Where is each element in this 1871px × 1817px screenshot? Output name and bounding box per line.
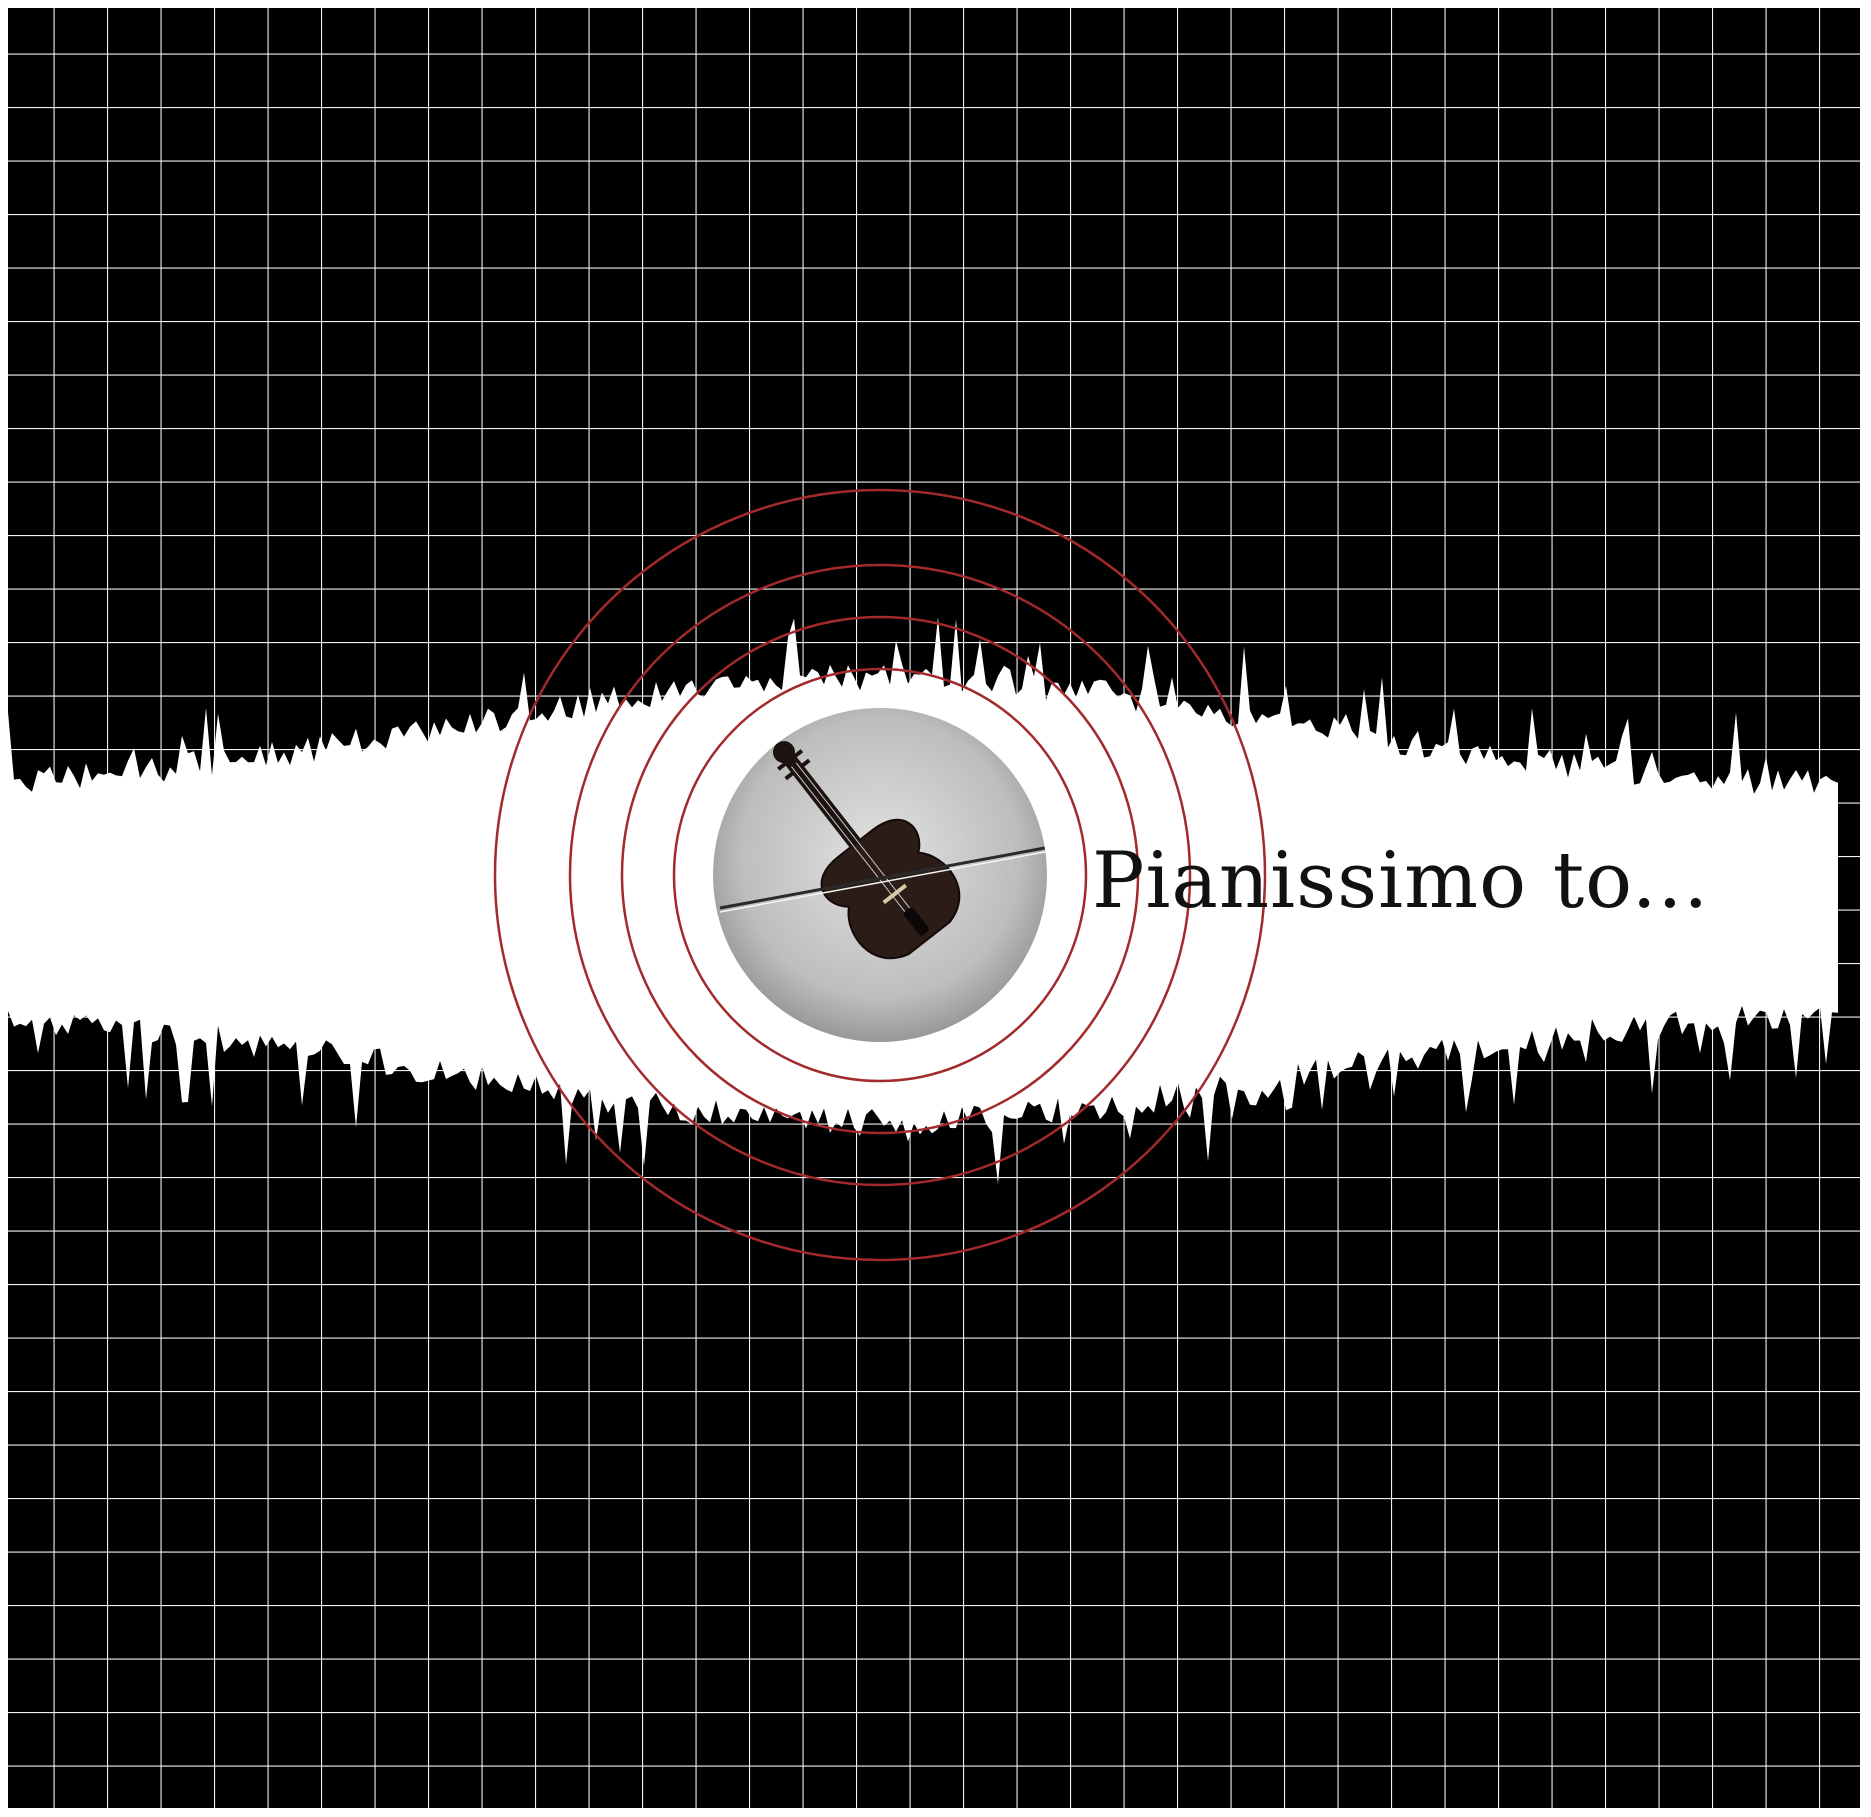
ring-1 (672, 667, 1088, 1083)
ring-2 (620, 615, 1140, 1135)
ring-4 (493, 488, 1267, 1262)
caption-title: Pianissimo to... (1092, 836, 1710, 926)
violin-bow-icon (719, 845, 1047, 910)
concentric-rings (493, 488, 1267, 1262)
violin-icon (772, 741, 961, 960)
violin-photo (713, 708, 1047, 1042)
ring-3 (568, 563, 1192, 1187)
